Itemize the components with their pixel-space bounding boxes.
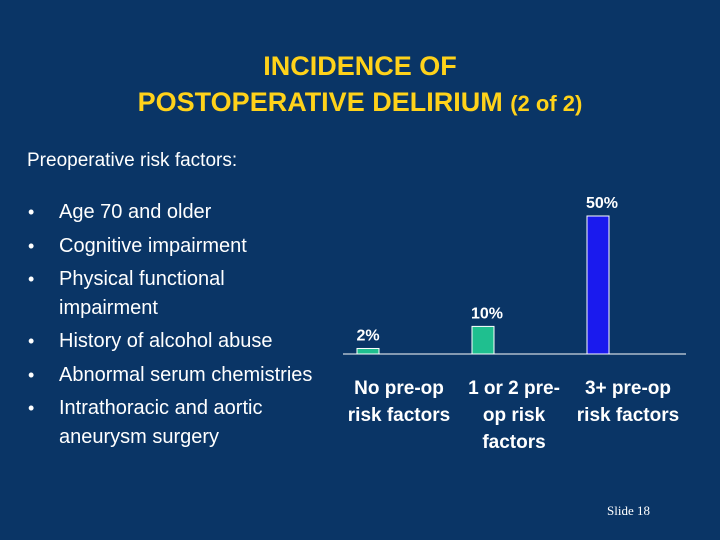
bar-value-label: 10% xyxy=(471,305,503,322)
risk-factor-item: Cognitive impairment xyxy=(28,232,328,261)
title-line-2: POSTOPERATIVE DELIRIUM (2 of 2) xyxy=(0,84,720,122)
category-label-line: No pre-op xyxy=(354,378,444,399)
risk-factor-text: Physical functional impairment xyxy=(59,268,225,319)
risk-factor-text: History of alcohol abuse xyxy=(59,330,273,352)
category-label-line: risk factors xyxy=(348,405,450,426)
risk-factor-item: Intrathoracic and aortic aneurysm surger… xyxy=(28,394,328,451)
title-main: POSTOPERATIVE DELIRIUM xyxy=(137,87,503,117)
bar xyxy=(356,347,380,355)
bar xyxy=(471,325,495,355)
risk-factor-text: Abnormal serum chemistries xyxy=(59,363,313,386)
bar-value-label: 2% xyxy=(356,327,379,344)
bar-value-label: 50% xyxy=(586,195,618,212)
slide-number: Slide 18 xyxy=(607,503,650,518)
risk-factor-text: Age 70 and older xyxy=(59,201,212,223)
category-label-line: risk factors xyxy=(577,405,679,426)
risk-factor-item: Physical functional impairment xyxy=(28,265,328,322)
category-label: 1 or 2 pre-op risk factors xyxy=(468,378,560,453)
risk-factor-list: Age 70 and older Cognitive impairment Ph… xyxy=(28,198,328,456)
category-label-line: op risk xyxy=(483,405,546,426)
risk-factor-item: Abnormal serum chemistries xyxy=(28,361,328,390)
title-line-1: INCIDENCE OF xyxy=(263,51,457,81)
category-label-line: factors xyxy=(482,432,545,453)
category-label-line: 3+ pre-op xyxy=(585,378,671,399)
title-suffix: (2 of 2) xyxy=(510,91,583,116)
risk-factor-item: Age 70 and older xyxy=(28,198,328,227)
slide-title: INCIDENCE OF POSTOPERATIVE DELIRIUM (2 o… xyxy=(0,48,720,122)
category-label-line: 1 or 2 pre- xyxy=(468,378,560,399)
subtitle: Preoperative risk factors: xyxy=(27,150,238,171)
risk-factor-item: History of alcohol abuse xyxy=(28,327,328,356)
risk-factor-text: Intrathoracic and aortic aneurysm surger… xyxy=(59,397,263,448)
category-label: 3+ pre-op risk factors xyxy=(577,378,679,426)
bar xyxy=(586,215,610,355)
category-label: No pre-op risk factors xyxy=(348,378,450,426)
risk-factor-text: Cognitive impairment xyxy=(59,234,247,257)
